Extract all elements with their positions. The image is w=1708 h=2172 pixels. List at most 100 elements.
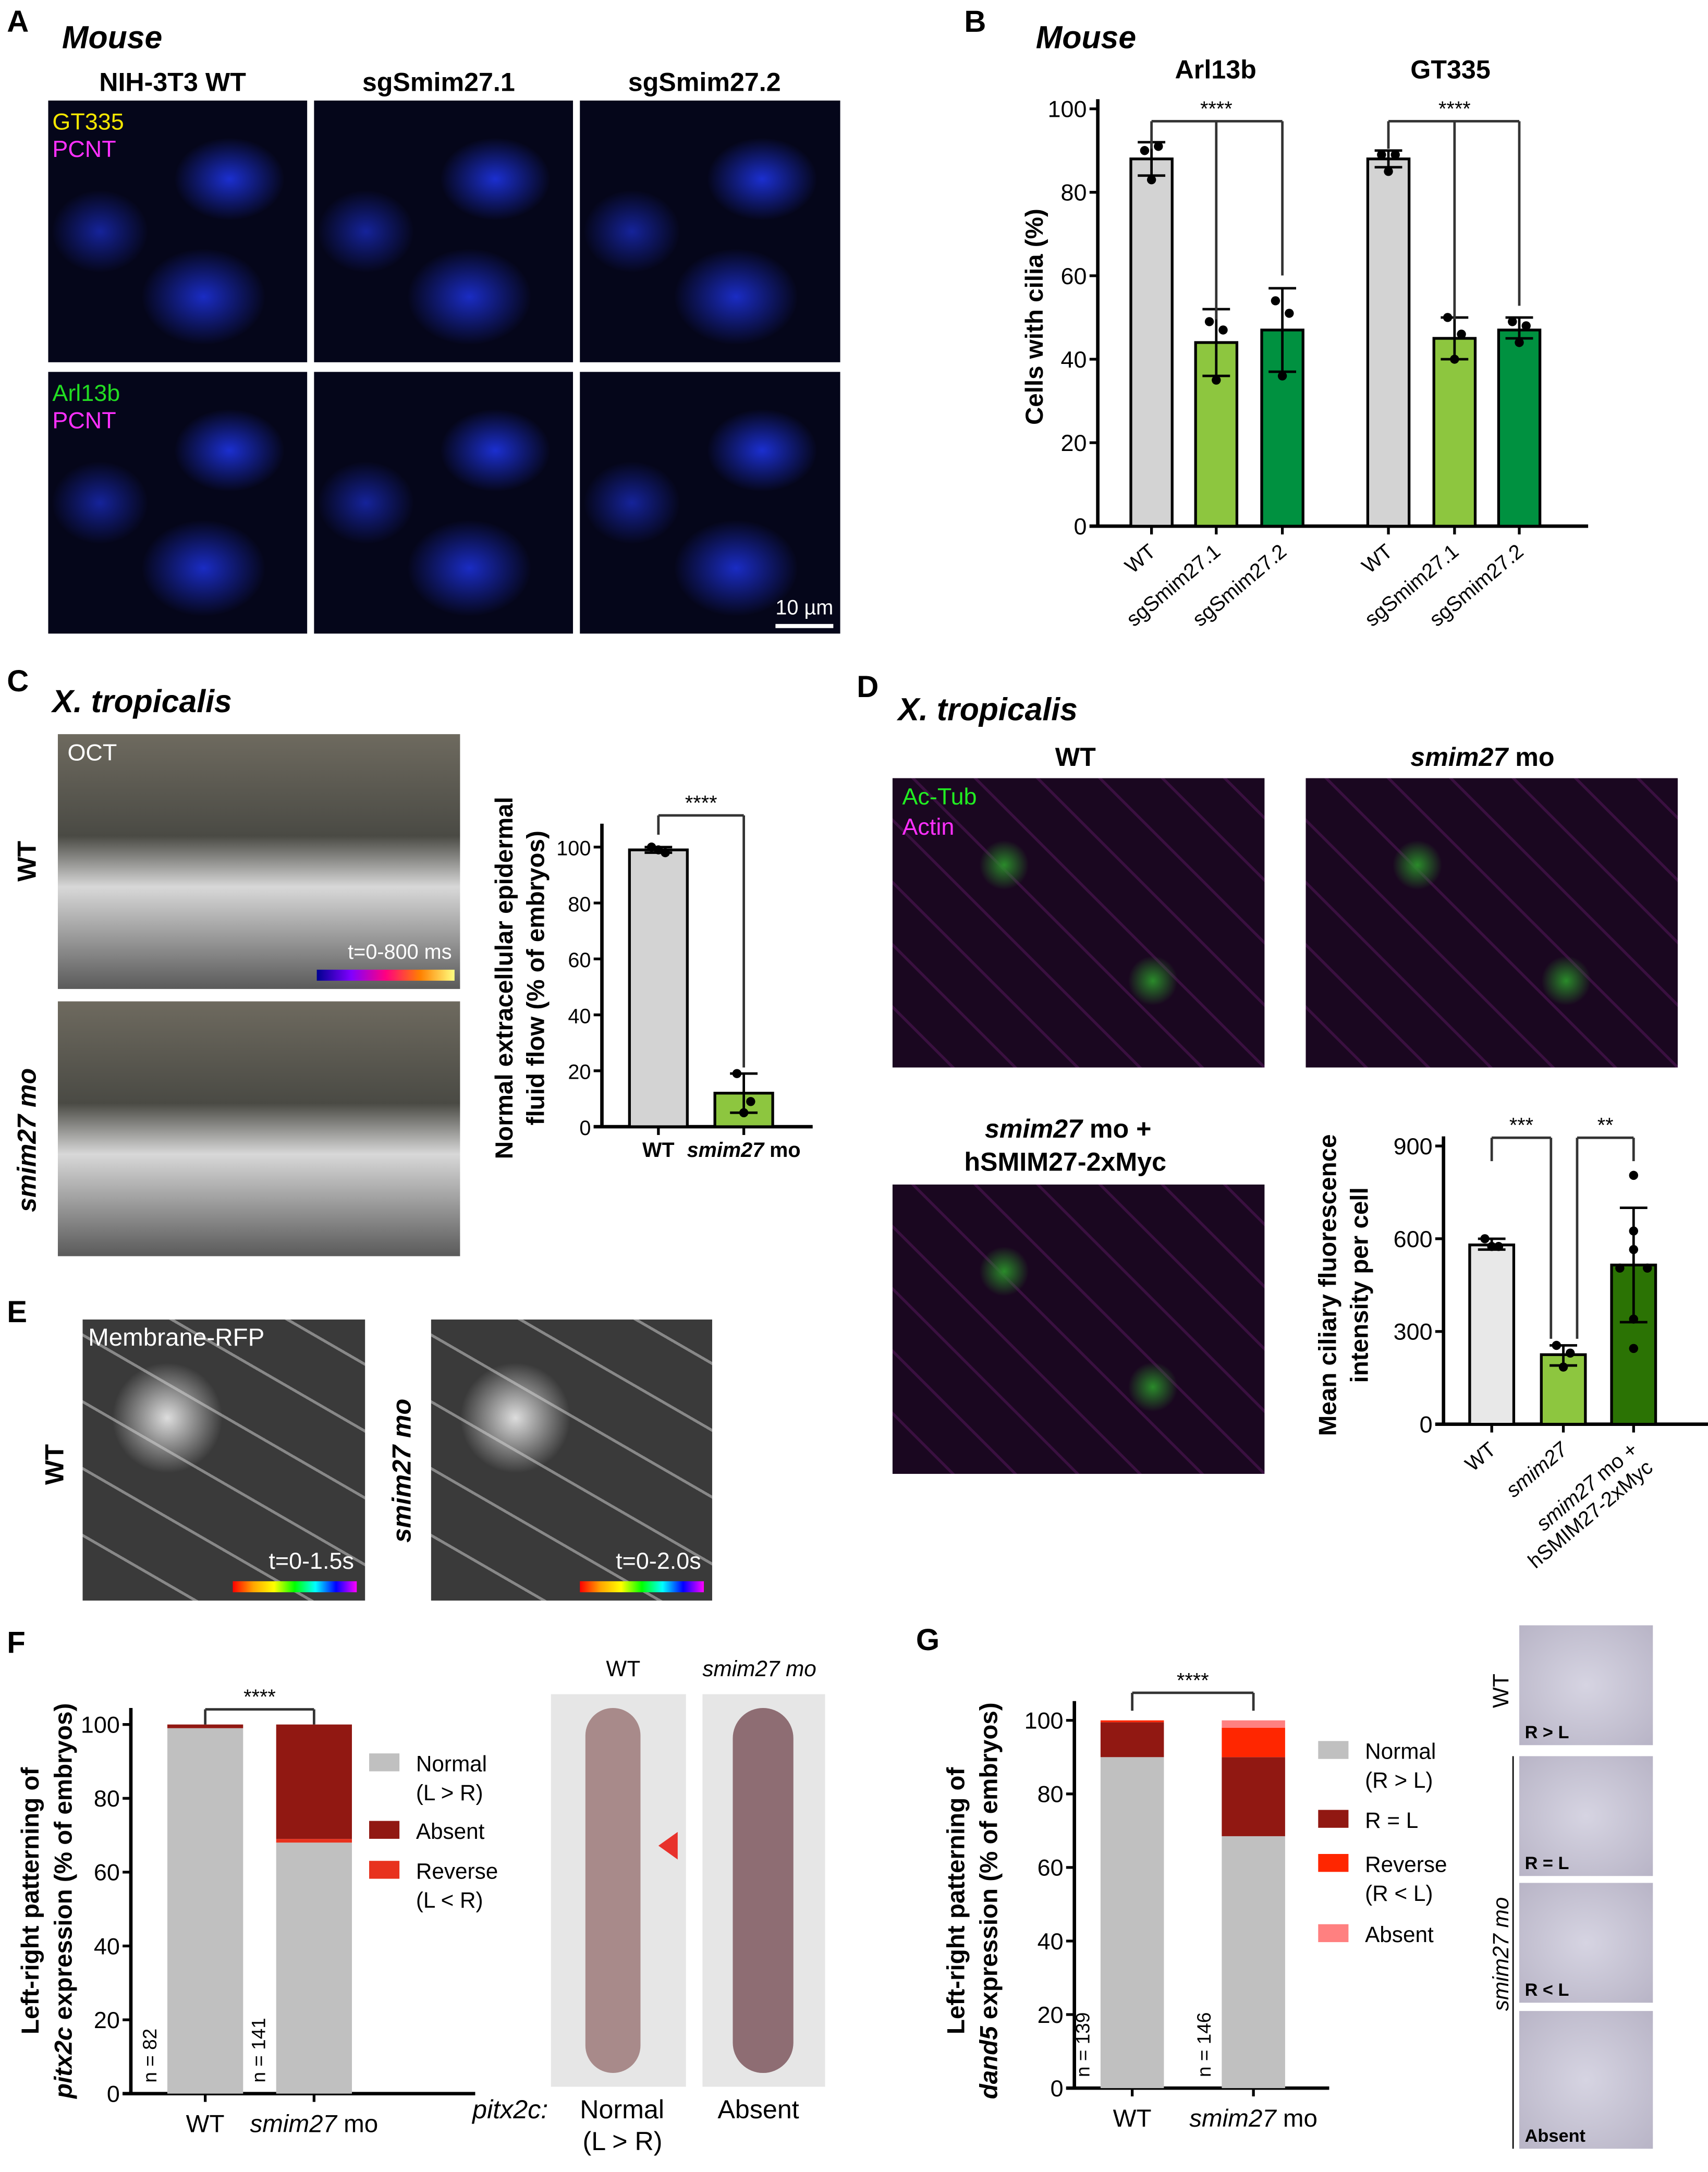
embryo [733,1707,794,2073]
time-colorbar [316,969,455,981]
species-label-c: X. tropicalis [52,683,232,719]
x-tick-label: smim27 mo [687,1139,801,1162]
data-point [1629,1226,1639,1236]
legend-label: Normal [416,1751,487,1776]
stacked-segment [1222,1836,1285,2089]
y-tick-label: 80 [1061,179,1087,206]
embryo-image-wt [551,1694,686,2087]
chart-d: 0 300 600 900 Mean ciliary fluorescence inten… [1314,1114,1708,1573]
y-tick-label: 40 [94,1933,120,1959]
label-actin: Actin [902,814,955,840]
scale-bar [775,624,834,628]
stacked-segment [276,1842,352,2094]
data-point [1277,371,1287,381]
time-label: t=0-2.0s [616,1548,701,1575]
legend-label: (L < R) [416,1888,483,1912]
bar [1366,157,1411,528]
y-tick-label: 40 [1038,1928,1064,1955]
panel-label-d: D [857,669,879,704]
data-point [1285,309,1294,318]
data-point [1642,1263,1652,1273]
stacked-segment [1222,1720,1285,1728]
y-tick-label: 80 [1038,1781,1064,1808]
ish-image-reverse: R < L [1519,1883,1653,2003]
ish-image-r-equal-l: R = L [1519,1756,1653,1876]
label-arl13b: Arl13b [52,380,120,407]
data-point [1443,313,1453,322]
scale-bar-label: 10 µm [775,596,834,620]
y-axis-label-gene: pitx2c [50,2027,77,2100]
panel-label-e: E [7,1295,28,1329]
oct-image-wt: OCT t=0-800 ms [57,734,460,989]
x-tick-label-part: smim27 [1189,2105,1277,2132]
legend-label: Normal [1365,1739,1436,1764]
data-point [1487,1242,1496,1251]
significance-label: *** [1509,1114,1533,1137]
y-tick-label: 60 [1038,1854,1064,1881]
y-tick-label: 60 [94,1859,120,1886]
x-tick-label: WT [642,1139,675,1162]
bar [1432,337,1477,528]
image-title-rescue-line1: smim27 mo + [984,1115,1152,1145]
data-point [1218,325,1228,335]
legend-swatch [1318,1853,1349,1872]
bar [628,848,689,1128]
stacked-segment [167,1728,243,2094]
y-axis-label: dand5 expression (% of embryos) [975,1702,1003,2099]
data-point [1480,1234,1490,1243]
membrane-rfp-label: Membrane-RFP [88,1323,265,1351]
image-title-smim27: smim27 mo [702,1658,816,1682]
data-point [1566,1348,1575,1358]
x-tick-label: WT [1461,1438,1500,1476]
species-label-b: Mouse [1035,19,1137,55]
time-label: t=0-800 ms [348,941,452,965]
image-label: R < L [1524,1979,1569,2000]
data-point [1140,146,1150,155]
y-tick-label: 0 [1073,513,1087,540]
data-point [1146,175,1156,185]
column-title-wt: NIH-3T3 WT [99,69,246,98]
legend-swatch [1318,1741,1349,1759]
arrowhead-icon [658,1832,678,1860]
legend-label: Reverse [1365,1852,1447,1876]
stacked-segment [1222,1727,1285,1758]
data-point [1450,355,1459,364]
data-point [1629,1170,1639,1180]
y-axis-label-rest: expression (% of embryos) [50,1703,77,2027]
y-tick-label: 60 [568,949,591,972]
data-point [732,1069,742,1078]
group-title-arl13b: Arl13b [1175,56,1256,86]
data-point [1212,375,1221,385]
label-gt335: GT335 [52,108,124,135]
bar [1468,1243,1516,1426]
y-tick-label: 0 [1051,2075,1064,2102]
y-tick-label: 0 [579,1117,591,1140]
legend-swatch [369,1861,400,1879]
y-tick-label: 0 [107,2081,120,2107]
data-point [739,1108,749,1117]
x-tick-label-part: smim27 [250,2110,338,2138]
image-label: R = L [1524,1852,1569,1873]
micrograph-sg1-gt335 [314,100,574,362]
image-title-smim27: smim27 mo [1410,743,1555,773]
data-point [1204,317,1214,326]
column-title-sg2: sgSmim27.2 [628,69,781,98]
micrograph-wt-arl13b: Arl13b PCNT [48,372,308,634]
data-point [1390,150,1400,160]
time-colorbar [580,1581,704,1593]
data-point [1384,167,1393,176]
group-title-gt335: GT335 [1410,56,1491,86]
data-point [1558,1362,1568,1372]
label-pcnt: PCNT [52,408,116,434]
image-title-wt: WT [1055,743,1096,773]
x-tick-label-part: smim27 [687,1139,765,1162]
oct-label: OCT [67,739,117,766]
data-point [1629,1314,1639,1324]
caption-normal: Normal [580,2096,665,2126]
y-tick-label: 60 [1061,263,1087,289]
n-label: n = 146 [1193,2012,1215,2077]
species-label-d: X. tropicalis [898,691,1078,727]
y-tick-label: 0 [1420,1411,1433,1438]
chart-g: 0 20 40 60 80 100 Left-right patterning ofdand… [942,1669,1447,2132]
